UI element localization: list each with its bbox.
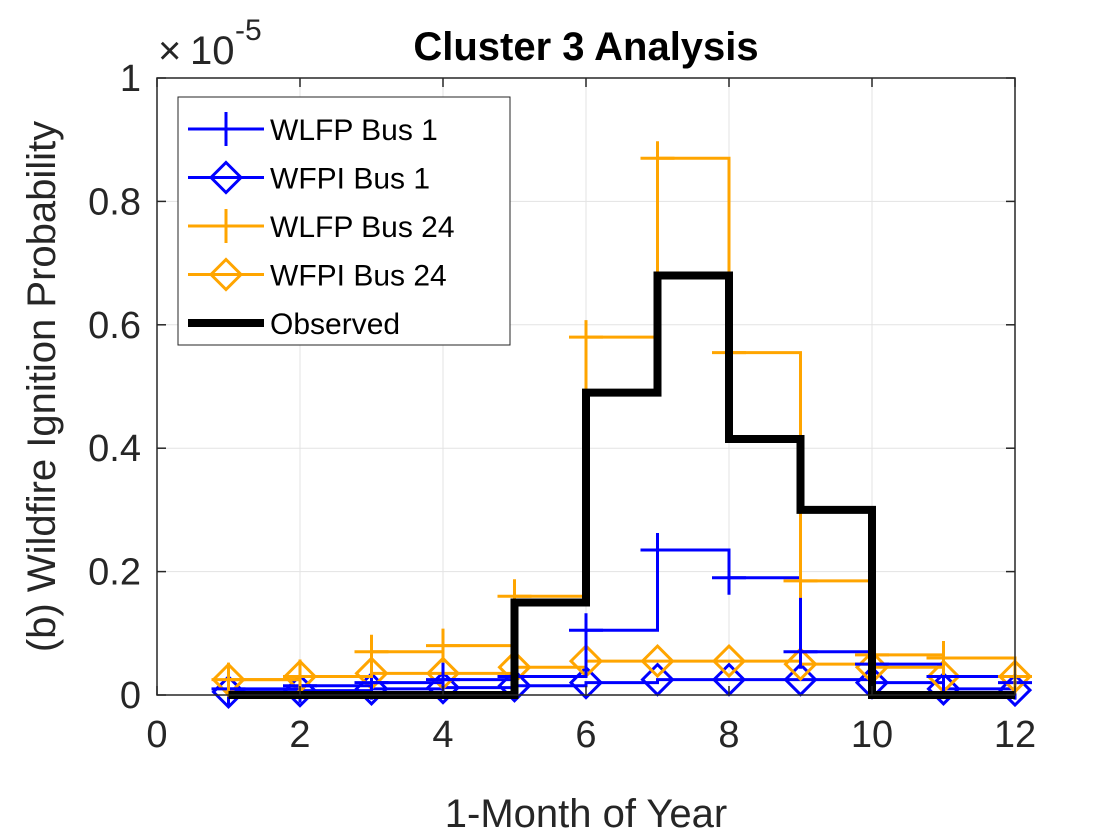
x-tick-label: 2 (289, 714, 310, 756)
ticks: 0 2 4 6 8 10 12 0 0.2 0.4 0.6 0.8 1 (88, 58, 1036, 756)
x-tick-label: 8 (718, 714, 739, 756)
plus-marker (712, 560, 746, 595)
diamond-marker (208, 160, 244, 195)
x-tick-label: 0 (146, 714, 167, 756)
legend-label: WFPI Bus 1 (270, 163, 430, 196)
plus-marker (209, 209, 243, 243)
y-tick-label: 0 (120, 675, 141, 717)
plus-marker (783, 563, 818, 598)
exponent-base: 10 (190, 29, 235, 73)
legend-item: WLFP Bus 1 (188, 112, 438, 147)
legend-box (177, 96, 511, 346)
y-axis-exponent: × 10 -5 (158, 14, 262, 73)
legend-label: Observed (270, 308, 400, 341)
plus-marker (211, 662, 246, 697)
y-tick-label: 0.6 (88, 305, 141, 347)
chart-title: Cluster 3 Analysis (413, 25, 758, 69)
plus-marker (209, 112, 243, 146)
x-tick-label: 4 (432, 714, 453, 756)
plus-marker (640, 141, 675, 176)
plus-marker (354, 634, 389, 669)
legend-item: Observed (188, 308, 400, 341)
plus-marker (640, 533, 675, 568)
y-tick-label: 0.2 (88, 552, 141, 594)
legend-item: WFPI Bus 1 (188, 160, 430, 196)
y-tick-label: 1 (120, 58, 141, 100)
legend-label: WFPI Bus 24 (270, 260, 447, 293)
plus-marker (569, 320, 603, 355)
legend-label: WLFP Bus 24 (270, 211, 455, 244)
plus-marker (926, 640, 961, 675)
x-axis-title: 1-Month of Year (445, 792, 727, 836)
legend: WLFP Bus 1 WFPI Bus 1 WLFP Bus 24 WFPI Bus … (177, 96, 511, 346)
exponent-times-sign: × (158, 29, 181, 73)
y-tick-label: 0.4 (88, 428, 141, 470)
exponent-power: -5 (235, 14, 262, 47)
legend-item: WFPI Bus 24 (188, 257, 447, 293)
y-tick-label: 0.8 (88, 181, 141, 223)
diamond-marker (211, 674, 246, 710)
plus-marker (569, 613, 603, 648)
diamond-marker (783, 647, 818, 682)
diamond-marker (926, 671, 961, 706)
legend-item: WLFP Bus 24 (188, 209, 455, 244)
diamond-marker (208, 257, 244, 292)
diamond-marker (997, 672, 1033, 708)
x-tick-label: 12 (994, 714, 1036, 756)
x-tick-label: 6 (575, 714, 596, 756)
plus-marker (426, 628, 460, 663)
legend-label: WLFP Bus 1 (270, 114, 438, 147)
y-axis-title: (b) Wildfire Ignition Probability (20, 121, 64, 652)
diamond-marker (711, 643, 747, 679)
x-tick-label: 10 (851, 714, 893, 756)
diamond-marker (640, 643, 675, 679)
plus-marker (783, 634, 818, 669)
